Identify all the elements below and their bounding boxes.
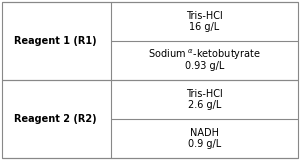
Text: 0.9 g/L: 0.9 g/L: [188, 139, 221, 149]
Text: 0.93 g/L: 0.93 g/L: [185, 61, 224, 71]
Text: Tris-HCl: Tris-HCl: [186, 89, 223, 99]
Text: Reagent 2 (R2): Reagent 2 (R2): [14, 114, 97, 124]
Text: Sodium $^{\alpha}$-ketobutyrate: Sodium $^{\alpha}$-ketobutyrate: [148, 48, 261, 62]
Text: NADH: NADH: [190, 128, 219, 138]
Text: Reagent 1 (R1): Reagent 1 (R1): [14, 36, 97, 46]
Text: Tris-HCl: Tris-HCl: [186, 11, 223, 21]
Text: 16 g/L: 16 g/L: [189, 22, 220, 32]
Text: 2.6 g/L: 2.6 g/L: [188, 100, 221, 110]
